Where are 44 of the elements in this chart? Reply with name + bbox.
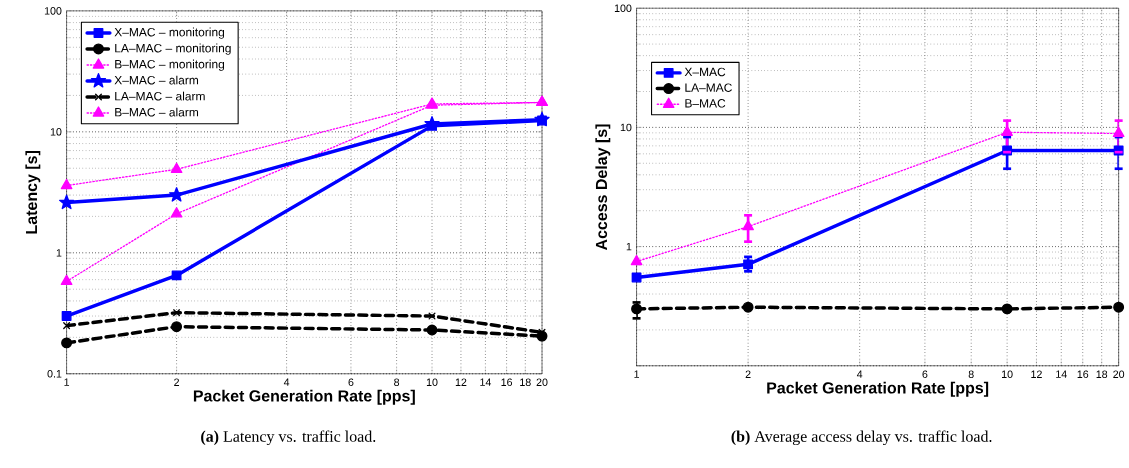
- x-tick-label: 18: [1096, 370, 1108, 378]
- x-tick-label: 6: [922, 370, 928, 378]
- legend-label: X–MAC – alarm: [114, 75, 199, 85]
- x-tick-label: 14: [480, 378, 492, 386]
- legend-label: B–MAC – alarm: [115, 107, 199, 117]
- x-tick-label: 1: [64, 378, 70, 386]
- x-tick-label: 20: [1113, 370, 1125, 378]
- x-tick-label: 1: [634, 370, 640, 378]
- y-tick-label: 1: [626, 242, 632, 251]
- x-tick-label: 2: [174, 378, 180, 386]
- x-tick-label: 20: [536, 378, 548, 386]
- x-tick-label: 10: [426, 378, 438, 386]
- legend-label: LA–MAC: [685, 83, 732, 92]
- x-tick-label: 16: [501, 378, 513, 386]
- x-tick-label: 8: [394, 378, 400, 386]
- y-tick-label: 100: [44, 6, 62, 15]
- text: (a) Latency vs. traffic load.: [201, 430, 376, 445]
- y-tick-label: 0.1: [47, 369, 62, 378]
- x-axis-title: Packet Generation Rate [pps]: [193, 389, 415, 405]
- x-tick-label: 4: [856, 370, 863, 378]
- x-tick-label: 4: [283, 378, 290, 386]
- legend-label: X–MAC: [684, 67, 726, 77]
- legend-label: X–MAC – monitoring: [114, 27, 225, 39]
- x-tick-label: 12: [455, 378, 467, 386]
- legend-label: LA–MAC – monitoring: [115, 43, 231, 55]
- y-tick-label: 10: [620, 123, 632, 132]
- x-tick-label: 8: [968, 370, 974, 378]
- y-axis-title: Latency [s]: [25, 150, 41, 234]
- x-tick-label: 14: [1056, 370, 1067, 378]
- legend-label: B–MAC – monitoring: [115, 59, 225, 71]
- text: (b) Average access delay vs. traffic load.: [731, 430, 992, 445]
- x-tick-label: 16: [1077, 370, 1089, 378]
- x-tick-label: 18: [520, 378, 531, 386]
- legend-label: B–MAC: [685, 98, 726, 108]
- y-tick-label: 1: [56, 248, 62, 257]
- x-tick-label: 12: [1031, 370, 1042, 378]
- y-axis-title: Access Delay [s]: [595, 124, 611, 250]
- x-tick-label: 2: [745, 370, 751, 378]
- legend-label: LA–MAC – alarm: [115, 91, 205, 101]
- x-axis-title: Packet Generation Rate [pps]: [767, 381, 989, 397]
- y-tick-label: 100: [614, 4, 632, 12]
- x-tick-label: 6: [348, 378, 354, 386]
- y-tick-label: 10: [50, 127, 62, 136]
- x-tick-label: 10: [1002, 370, 1013, 378]
